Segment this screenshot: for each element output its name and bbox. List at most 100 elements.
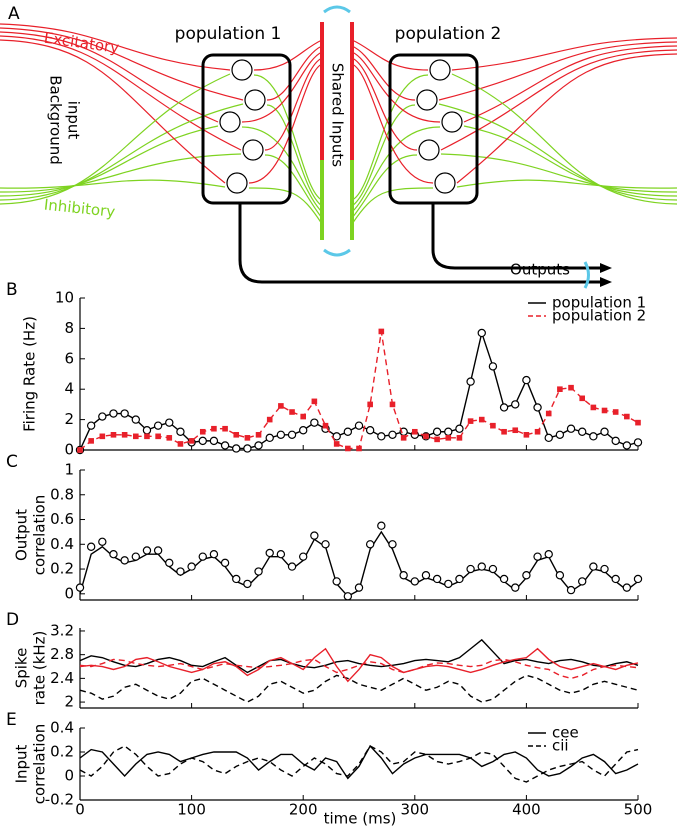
marker [377,521,386,530]
input-fiber [0,73,231,205]
shared-fiber [351,74,429,201]
marker [142,426,152,435]
y-tick-label: 0.4 [50,535,74,553]
y-tick-label: 0 [64,767,74,785]
y-axis-label: correlation [31,724,49,805]
marker [533,552,542,561]
marker [299,552,308,561]
marker [198,552,207,561]
neuron [226,172,248,194]
marker [566,585,576,595]
marker [488,362,498,371]
marker [601,407,608,414]
marker [209,436,219,446]
marker [410,577,419,586]
marker [456,435,463,441]
marker [633,438,643,447]
input-fiber [440,153,677,193]
marker [523,432,530,438]
y-tick-label: 8 [64,319,74,337]
marker [555,571,565,580]
marker [611,574,620,584]
marker [343,427,353,436]
marker [299,426,308,435]
marker [477,562,486,571]
marker [445,435,452,441]
marker [88,438,94,444]
marker [310,531,319,540]
input-fiber [0,179,226,189]
background-label: Background [47,75,65,165]
marker [198,436,207,446]
marker [566,424,576,433]
series-line [79,331,639,451]
shared-fiber [351,57,418,151]
input-fiber [456,179,677,189]
marker [109,409,118,418]
series-line [79,330,639,451]
marker [399,571,408,580]
marker [99,433,106,440]
marker [522,375,531,385]
shared-fiber [351,63,434,184]
shared-fiber [248,187,323,225]
y-tick-label: 4 [64,380,74,398]
marker [199,428,206,435]
shared-fiber [253,39,323,71]
marker [110,432,117,438]
marker [389,401,396,408]
marker [365,426,375,435]
input-fiber [0,23,231,71]
background-label: input [65,101,83,140]
marker [142,546,152,555]
marker [289,409,295,415]
marker [232,444,241,453]
marker [600,564,609,574]
marker [466,377,475,386]
shared-fiber [264,57,323,151]
marker [86,542,96,551]
x-tick-label: 500 [624,801,653,819]
series-line [79,647,639,683]
marker [188,438,195,444]
marker [98,412,107,421]
output-line [431,203,608,270]
marker [400,435,407,441]
input-fiber [0,35,242,151]
neuron [242,139,264,161]
marker [600,427,609,436]
marker [388,430,397,439]
marker [356,445,362,452]
x-tick-label: 200 [289,801,318,819]
neuron [244,89,266,111]
marker [322,422,329,429]
marker [477,328,486,338]
y-tick-label: 2 [64,693,74,711]
marker [354,583,364,592]
output-line [238,203,608,284]
marker [120,409,129,418]
population-label: population 2 [395,24,502,44]
marker [354,421,364,430]
y-tick-label: 1 [64,461,74,479]
y-tick-label: 0.8 [50,485,74,503]
marker [412,428,418,435]
shared-fiber [351,51,441,123]
neuron [219,111,241,133]
marker [432,574,442,584]
marker [233,432,240,438]
marker [635,419,641,426]
marker [522,571,531,580]
shared-fiber [351,39,429,71]
marker [332,577,341,586]
neuron [418,139,440,161]
marker [444,579,453,589]
marker [176,427,185,436]
marker [512,427,519,434]
marker [177,441,184,447]
input-fiber [456,53,677,184]
marker [423,433,429,440]
marker [153,546,163,555]
marker [255,432,262,438]
neuron [429,59,451,81]
